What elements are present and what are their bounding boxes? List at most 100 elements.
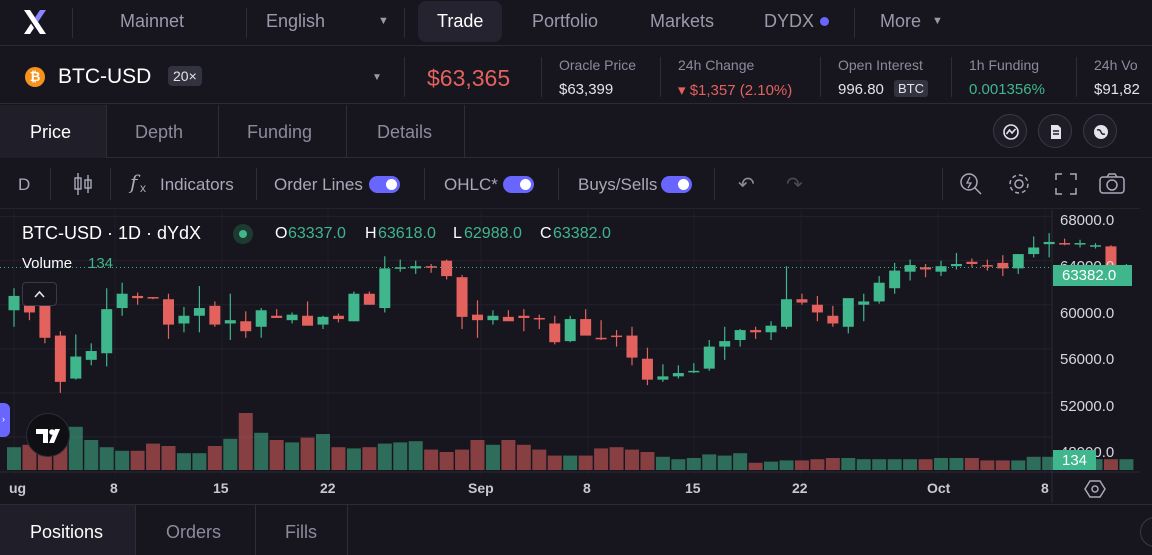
scale-settings-icon[interactable] [1084, 478, 1106, 505]
open-interest-label: Open Interest [838, 57, 923, 73]
candle-body [472, 314, 483, 321]
nav-item-markets[interactable]: Markets [650, 11, 715, 31]
market-symbol[interactable]: BTC-USD [58, 65, 152, 88]
candle-body [641, 358, 653, 380]
candle-body [132, 295, 144, 299]
candle-body [533, 317, 545, 320]
volume-bar [68, 426, 83, 470]
nav-item-trade[interactable]: Trade [437, 11, 484, 31]
x-tick-label: ug [9, 480, 27, 496]
tab-positions[interactable]: Positions [30, 522, 104, 542]
volume-bar [408, 441, 423, 470]
ohlc-low-value: 62988.0 [464, 225, 522, 242]
volume-bar [872, 459, 887, 470]
top-navigation: Mainnet English ▼ Trade Portfolio Market… [0, 0, 1152, 46]
volume-bar [1026, 456, 1041, 470]
nav-item-more[interactable]: More [880, 11, 922, 31]
language-selector[interactable]: English [266, 11, 326, 31]
change-24h-label: 24h Change [678, 57, 755, 73]
candle-body [564, 319, 576, 342]
ohlc-high-value: 63618.0 [378, 225, 436, 242]
dydx-logo-icon[interactable] [22, 8, 48, 36]
candle-body [626, 335, 638, 358]
tab-depth[interactable]: Depth [135, 122, 184, 142]
interval-selector[interactable]: D [18, 175, 31, 194]
volume-bar [300, 437, 315, 470]
candle-body [827, 315, 839, 324]
x-tick-label: 8 [110, 480, 118, 496]
ohlc-close-value: 63382.0 [553, 225, 611, 242]
candle-body [255, 310, 267, 327]
globe-button[interactable] [1083, 114, 1117, 148]
candle-body [271, 315, 283, 318]
redo-icon[interactable]: ↷ [786, 174, 803, 196]
volume-bar [99, 447, 114, 470]
funding-1h-label: 1h Funding [969, 57, 1040, 73]
undo-icon[interactable]: ↶ [738, 174, 755, 196]
volume-bar [563, 455, 578, 470]
x-tick-label: Oct [927, 480, 951, 496]
buys-sells-toggle[interactable] [661, 176, 692, 193]
volume-bar [594, 448, 609, 470]
volume-bar [130, 450, 145, 470]
x-tick-label: 15 [685, 480, 701, 496]
chart-icon [1003, 124, 1019, 140]
orderbook-button[interactable] [1038, 114, 1072, 148]
volume-bar [578, 455, 593, 470]
volume-bar [223, 438, 238, 470]
x-tick-label: 22 [320, 480, 336, 496]
volume-bar [702, 454, 717, 470]
candle-body [348, 293, 360, 322]
volume-bar [625, 449, 639, 470]
indicators-button[interactable]: Indicators [160, 175, 234, 194]
candle-body [441, 260, 453, 277]
candles-icon[interactable] [72, 170, 94, 203]
volume-bar [84, 440, 99, 470]
indicators-icon[interactable]: f [130, 170, 138, 194]
candle-body [719, 341, 731, 347]
tab-details[interactable]: Details [377, 122, 433, 142]
nav-item-portfolio[interactable]: Portfolio [532, 11, 599, 31]
candle-body [580, 319, 592, 336]
volume-bar [810, 459, 825, 470]
last-price-label: 63382.0 [1053, 265, 1132, 286]
ohlc-label: OHLC* [444, 175, 498, 194]
chevron-right-icon: › [2, 414, 5, 424]
candle-body [997, 262, 1009, 269]
market-header: ₿ BTC-USD 20× ▼ $63,365 Oracle Price $63… [0, 47, 1152, 104]
tradingview-chart-button[interactable] [993, 114, 1027, 148]
sidebar-expand-handle[interactable]: › [0, 403, 10, 437]
volume-bar [377, 443, 392, 470]
tab-funding[interactable]: Funding [247, 122, 313, 142]
candlestick-chart[interactable] [0, 210, 1140, 503]
nav-item-dydx[interactable]: DYDX [764, 11, 815, 31]
x-tick-label: Sep [468, 480, 494, 496]
order-lines-toggle[interactable] [369, 176, 400, 193]
fullscreen-icon[interactable] [1054, 172, 1078, 201]
collapse-legend-button[interactable] [22, 282, 57, 306]
tab-fills[interactable]: Fills [285, 522, 317, 542]
y-tick-label: 60000.0 [1060, 305, 1115, 322]
chart-tabs: Price Depth Funding Details [0, 105, 1152, 158]
candle-body [611, 335, 623, 338]
volume-legend-label: Volume [22, 255, 73, 272]
camera-icon[interactable] [1098, 172, 1126, 201]
ohlc-open-value: 63337.0 [288, 225, 346, 242]
settings-gear-icon[interactable] [1006, 171, 1032, 202]
quick-search-icon[interactable] [958, 171, 984, 202]
candle-body [858, 301, 870, 305]
volume-legend-value: 134 [88, 255, 114, 272]
candle-body [1105, 246, 1117, 269]
network-selector[interactable]: Mainnet [120, 11, 185, 31]
tab-price[interactable]: Price [30, 122, 72, 142]
volume-bar [516, 444, 531, 470]
tab-orders[interactable]: Orders [166, 522, 222, 542]
language-chevron-down-icon: ▼ [378, 15, 389, 27]
volume-bar [980, 460, 995, 470]
volume-24h-label: 24h Vo [1094, 57, 1138, 73]
volume-bar [547, 455, 562, 470]
tradingview-logo-icon[interactable] [26, 413, 70, 457]
volume-bar [207, 446, 222, 470]
ohlc-toggle[interactable] [503, 176, 534, 193]
market-chevron-down-icon[interactable]: ▼ [372, 72, 382, 83]
